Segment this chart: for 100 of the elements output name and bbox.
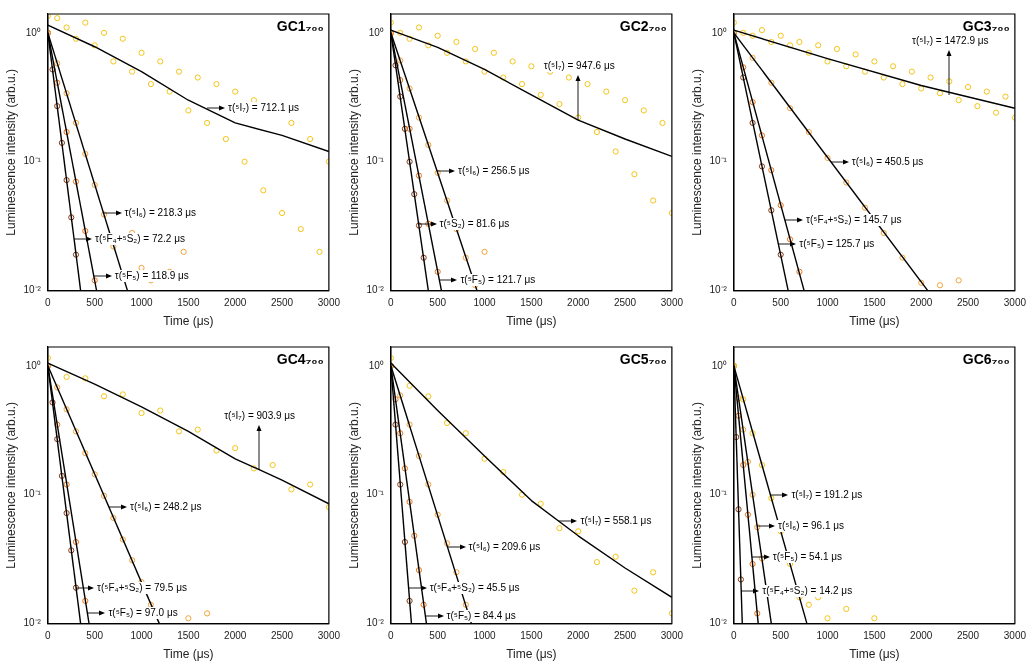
chart-title: GC2₇₀₀ (619, 17, 667, 34)
y-tick-label: 10⁻² (366, 617, 385, 629)
x-tick-label: 3000 (1003, 297, 1027, 309)
x-axis-title: Time (μs) (163, 314, 214, 329)
x-tick-label: 0 (388, 630, 395, 642)
y-tick-label: 10⁰ (368, 359, 384, 371)
x-tick-label: 500 (429, 630, 447, 642)
x-tick-label: 0 (388, 297, 395, 309)
annotation: τ(⁵I₆) = 209.6 μs (467, 541, 542, 554)
y-tick-label: 10⁰ (711, 359, 727, 371)
x-tick-label: 1500 (177, 297, 200, 309)
y-tick-label: 10⁻² (709, 617, 728, 629)
x-tick-label: 1500 (177, 630, 200, 642)
annotation: τ(⁵I₆) = 96.1 μs (777, 520, 846, 533)
annotation: τ(⁵I₇) = 712.1 μs (227, 102, 301, 115)
annotation: τ(⁵F₅) = 97.0 μs (107, 607, 179, 620)
y-axis-title: Luminescence intensity (arb.u.) (3, 401, 18, 569)
annotation: τ(⁵I₇) = 947.6 μs (542, 60, 616, 73)
x-tick-label: 3000 (660, 630, 684, 642)
annotation: τ(⁵F₄+⁵S₂) = 45.5 μs (428, 581, 521, 594)
annotation: τ(⁵F₅) = 118.9 μs (113, 269, 190, 282)
x-tick-label: 2500 (270, 297, 294, 309)
x-tick-label: 2000 (910, 297, 933, 309)
x-tick-label: 500 (86, 297, 104, 309)
x-tick-label: 2000 (567, 630, 590, 642)
x-axis-title: Time (μs) (506, 647, 557, 662)
x-tick-label: 0 (731, 630, 738, 642)
x-tick-label: 1000 (816, 630, 840, 642)
chart-title: GC3₇₀₀ (962, 17, 1010, 34)
annotation: τ(⁵I₇) = 558.1 μs (579, 515, 653, 528)
y-tick-label: 10⁰ (25, 359, 41, 371)
annotation: τ(⁵F₅) = 121.7 μs (459, 274, 537, 287)
x-tick-label: 1000 (130, 297, 154, 309)
annotation: τ(⁵I₇) = 1472.9 μs (911, 34, 990, 47)
x-tick-label: 3000 (1003, 630, 1027, 642)
x-tick-label: 3000 (317, 630, 341, 642)
annotation: τ(⁵I₆) = 256.5 μs (457, 164, 531, 177)
x-tick-label: 0 (45, 630, 52, 642)
x-tick-label: 500 (429, 297, 447, 309)
annotation: τ(⁵F₄+⁵S₂) = 79.5 μs (96, 581, 188, 594)
y-tick-label: 10⁻² (23, 284, 42, 296)
chart-title: GC1₇₀₀ (276, 17, 324, 34)
x-tick-label: 1000 (130, 630, 154, 642)
chart-title: GC4₇₀₀ (276, 350, 324, 367)
y-tick-label: 10⁻² (23, 617, 42, 629)
x-tick-label: 2000 (224, 297, 247, 309)
chart-title: GC5₇₀₀ (619, 350, 667, 367)
x-tick-label: 500 (86, 630, 104, 642)
y-tick-label: 10⁻¹ (23, 155, 42, 167)
x-axis-title: Time (μs) (506, 314, 557, 329)
chart-title: GC6₇₀₀ (962, 350, 1010, 367)
annotation: τ(⁵F₅) = 125.7 μs (798, 237, 876, 250)
y-axis-title: Luminescence intensity (arb.u.) (3, 68, 18, 236)
x-tick-label: 2500 (956, 297, 980, 309)
annotation: τ(⁵I₇) = 903.9 μs (223, 410, 297, 423)
annotation: τ(⁵F₄+⁵S₂) = 145.7 μs (804, 214, 903, 227)
x-tick-label: 1000 (473, 297, 497, 309)
y-axis-title: Luminescence intensity (arb.u.) (346, 401, 361, 569)
annotation: τ(⁵F₄+⁵S₂) = 14.2 μs (761, 584, 854, 597)
y-tick-label: 10⁰ (368, 26, 384, 38)
x-axis-title: Time (μs) (849, 647, 900, 662)
annotation: τ(⁵S₂) = 81.6 μs (438, 217, 511, 230)
x-tick-label: 1000 (473, 630, 497, 642)
y-tick-label: 10⁻¹ (366, 488, 385, 500)
x-axis-title: Time (μs) (163, 647, 214, 662)
annotation: τ(⁵I₆) = 218.3 μs (123, 207, 198, 219)
x-tick-label: 500 (772, 630, 790, 642)
x-tick-label: 2000 (224, 630, 247, 642)
x-tick-label: 2500 (613, 297, 637, 309)
y-tick-label: 10⁻¹ (709, 155, 728, 167)
y-tick-label: 10⁻² (366, 284, 385, 296)
x-tick-label: 1500 (520, 630, 543, 642)
x-tick-label: 2000 (567, 297, 590, 309)
x-tick-label: 1500 (863, 297, 886, 309)
annotation: τ(⁵I₇) = 191.2 μs (790, 488, 864, 501)
x-tick-label: 2500 (270, 630, 294, 642)
x-tick-label: 1500 (863, 630, 886, 642)
annotation: τ(⁵I₆) = 248.2 μs (129, 501, 203, 514)
x-axis-title: Time (μs) (849, 314, 900, 329)
annotation: τ(⁵F₅) = 54.1 μs (771, 550, 844, 563)
x-tick-label: 0 (731, 297, 738, 309)
x-tick-label: 1000 (816, 297, 840, 309)
y-axis-title: Luminescence intensity (arb.u.) (689, 68, 704, 236)
annotation: τ(⁵F₄+⁵S₂) = 72.2 μs (94, 233, 186, 246)
x-tick-label: 500 (772, 297, 790, 309)
y-tick-label: 10⁰ (25, 26, 41, 38)
x-tick-label: 2500 (956, 630, 980, 642)
annotation: τ(⁵F₅) = 84.4 μs (445, 609, 517, 622)
y-tick-label: 10⁰ (711, 26, 727, 38)
x-tick-label: 3000 (317, 297, 341, 309)
x-tick-label: 3000 (660, 297, 684, 309)
y-tick-label: 10⁻¹ (366, 155, 385, 167)
x-tick-label: 0 (45, 297, 52, 309)
x-tick-label: 2000 (910, 630, 933, 642)
x-tick-label: 1500 (520, 297, 543, 309)
y-tick-label: 10⁻¹ (709, 488, 728, 500)
annotation: τ(⁵I₆) = 450.5 μs (850, 155, 925, 168)
x-tick-label: 2500 (613, 630, 637, 642)
y-axis-title: Luminescence intensity (arb.u.) (689, 401, 704, 569)
y-tick-label: 10⁻² (709, 284, 728, 296)
